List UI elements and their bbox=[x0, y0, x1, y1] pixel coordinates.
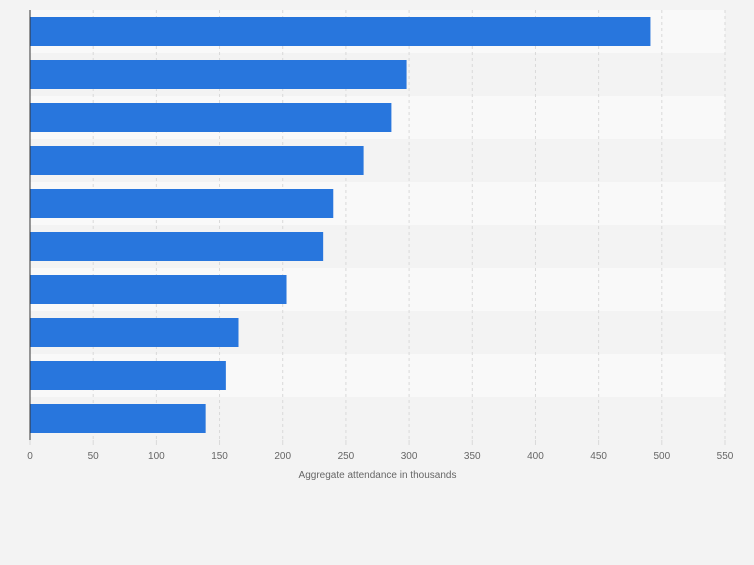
x-tick-label: 350 bbox=[464, 451, 481, 462]
x-axis-ticks: 0 50 100 150 200 250 300 350 400 450 500 550 bbox=[27, 440, 734, 462]
bar[interactable] bbox=[30, 146, 364, 175]
x-tick-label: 100 bbox=[148, 451, 165, 462]
bar[interactable] bbox=[30, 275, 287, 304]
x-tick-label: 550 bbox=[717, 451, 734, 462]
bar[interactable] bbox=[30, 404, 206, 433]
bar[interactable] bbox=[30, 103, 392, 132]
x-tick-label: 200 bbox=[274, 451, 291, 462]
x-tick-label: 250 bbox=[338, 451, 355, 462]
x-tick-label: 500 bbox=[653, 451, 670, 462]
x-tick-label: 300 bbox=[401, 451, 418, 462]
x-axis-title: Aggregate attendance in thousands bbox=[299, 470, 457, 481]
bar[interactable] bbox=[30, 361, 226, 390]
bar[interactable] bbox=[30, 189, 334, 218]
x-tick-label: 150 bbox=[211, 451, 228, 462]
bar[interactable] bbox=[30, 318, 239, 347]
x-tick-label: 50 bbox=[88, 451, 100, 462]
bar[interactable] bbox=[30, 17, 651, 46]
bar[interactable] bbox=[30, 232, 324, 261]
x-tick-label: 400 bbox=[527, 451, 544, 462]
x-tick-label: 450 bbox=[590, 451, 607, 462]
bar[interactable] bbox=[30, 60, 407, 89]
x-tick-label: 0 bbox=[27, 451, 33, 462]
bars bbox=[30, 17, 651, 433]
